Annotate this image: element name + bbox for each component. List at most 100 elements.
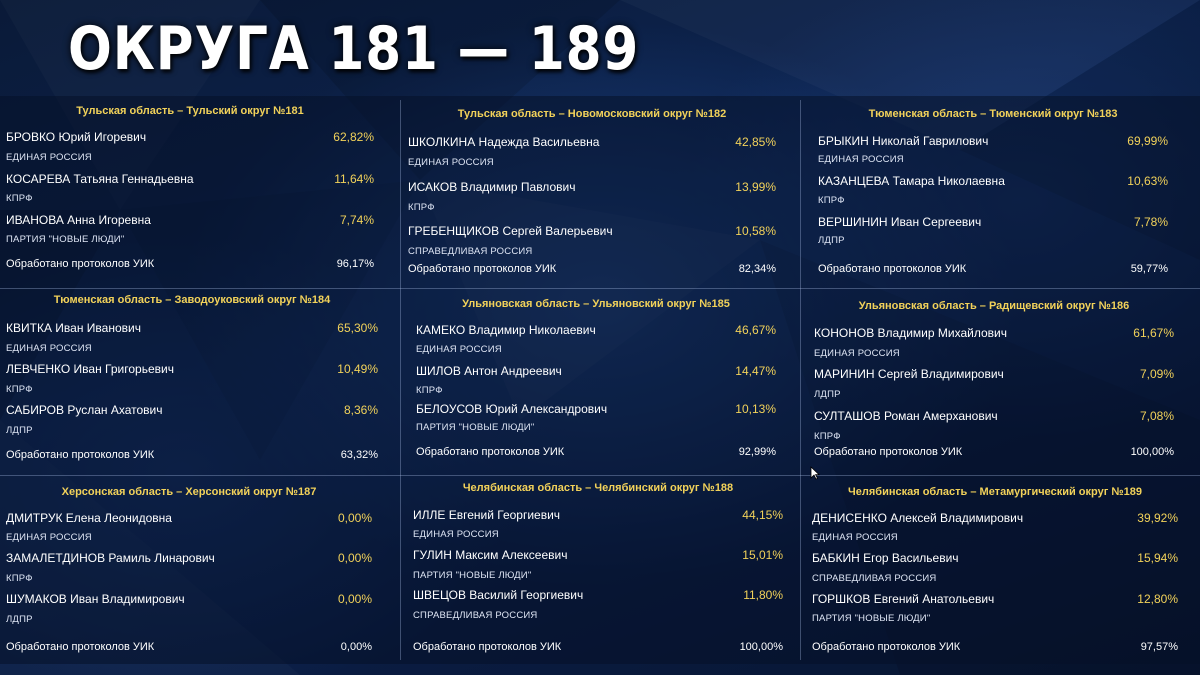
- processed-percent: 92,99%: [738, 446, 776, 458]
- processed-row: Обработано протоколов УИК 59,77%: [818, 263, 1168, 279]
- candidate-row: БРЫКИН Николай Гаврилович 69,99%: [818, 134, 1168, 150]
- candidate-percent: 46,67%: [735, 323, 776, 337]
- candidate-party: ПАРТИЯ "НОВЫЕ ЛЮДИ": [413, 570, 532, 581]
- candidate-row: ДЕНИСЕНКО Алексей Владимирович 39,92%: [812, 511, 1178, 527]
- candidate-percent: 62,82%: [333, 130, 374, 144]
- candidate-party: КПРФ: [6, 384, 33, 395]
- candidate-percent: 15,01%: [742, 548, 783, 562]
- candidate-party: СПРАВЕДЛИВАЯ РОССИЯ: [408, 246, 533, 257]
- candidate-party: ЛДПР: [818, 235, 845, 246]
- candidate-row: ШВЕЦОВ Василий Георгиевич 11,80%: [413, 588, 783, 604]
- processed-percent: 63,32%: [340, 449, 378, 461]
- processed-label: Обработано протоколов УИК: [416, 446, 565, 458]
- candidate-row: ГРЕБЕНЩИКОВ Сергей Валерьевич 10,58%: [408, 224, 776, 240]
- processed-percent: 100,00%: [1130, 446, 1174, 458]
- candidate-percent: 7,09%: [1139, 367, 1174, 381]
- processed-row: Обработано протоколов УИК 100,00%: [814, 446, 1174, 462]
- district-block: Ульяновская область – Радищевский округ …: [814, 300, 1174, 475]
- candidate-percent: 65,30%: [337, 321, 378, 335]
- candidate-name: ИЛЛЕ Евгений Георгиевич: [413, 508, 561, 522]
- processed-label: Обработано протоколов УИК: [408, 263, 557, 275]
- processed-row: Обработано протоколов УИК 97,57%: [812, 641, 1178, 657]
- processed-label: Обработано протоколов УИК: [814, 446, 963, 458]
- district-title: Тульская область – Новомосковский округ …: [457, 108, 727, 120]
- candidate-row: КВИТКА Иван Иванович 65,30%: [6, 321, 378, 337]
- candidate-name: ИСАКОВ Владимир Павлович: [408, 180, 576, 194]
- processed-label: Обработано протоколов УИК: [6, 641, 155, 653]
- results-panel: [0, 96, 1200, 664]
- candidate-row: БАБКИН Егор Васильевич 15,94%: [812, 551, 1178, 567]
- row-divider: [0, 475, 1200, 476]
- candidate-percent: 10,63%: [1127, 174, 1168, 188]
- candidate-party: КПРФ: [818, 195, 845, 206]
- processed-percent: 0,00%: [340, 641, 372, 653]
- candidate-party: ЕДИНАЯ РОССИЯ: [416, 344, 502, 355]
- candidate-name: ВЕРШИНИН Иван Сергеевич: [818, 215, 982, 229]
- processed-percent: 100,00%: [739, 641, 783, 653]
- district-title: Челябинская область – Челябинский округ …: [462, 482, 734, 494]
- candidate-party: СПРАВЕДЛИВАЯ РОССИЯ: [812, 573, 937, 584]
- candidate-name: КОНОНОВ Владимир Михайлович: [814, 326, 1007, 340]
- page-title: ОКРУГА 181 — 189: [68, 14, 640, 84]
- processed-percent: 97,57%: [1140, 641, 1178, 653]
- processed-label: Обработано протоколов УИК: [6, 449, 155, 461]
- candidate-row: КОСАРЕВА Татьяна Геннадьевна 11,64%: [6, 172, 374, 188]
- candidate-party: КПРФ: [6, 193, 33, 204]
- candidate-name: КВИТКА Иван Иванович: [6, 321, 141, 335]
- processed-label: Обработано протоколов УИК: [818, 263, 967, 275]
- candidate-party: КПРФ: [416, 385, 443, 396]
- candidate-percent: 0,00%: [337, 551, 372, 565]
- processed-row: Обработано протоколов УИК 82,34%: [408, 263, 776, 279]
- column-divider: [400, 100, 401, 660]
- processed-percent: 82,34%: [738, 263, 776, 275]
- processed-row: Обработано протоколов УИК 100,00%: [413, 641, 783, 657]
- candidate-party: ЛДПР: [6, 425, 33, 436]
- district-block: Ульяновская область – Ульяновский округ …: [416, 298, 776, 473]
- candidate-percent: 13,99%: [735, 180, 776, 194]
- candidate-party: ЛДПР: [6, 614, 33, 625]
- candidate-row: БЕЛОУСОВ Юрий Александрович 10,13%: [416, 402, 776, 418]
- candidate-party: СПРАВЕДЛИВАЯ РОССИЯ: [413, 610, 538, 621]
- candidate-percent: 61,67%: [1133, 326, 1174, 340]
- district-block: Тюменская область – Тюменский округ №183…: [818, 108, 1168, 283]
- candidate-party: ЕДИНАЯ РОССИЯ: [413, 529, 499, 540]
- processed-label: Обработано протоколов УИК: [6, 258, 155, 270]
- row-divider: [0, 288, 1200, 289]
- district-block: Тульская область – Тульский округ №181 БР…: [6, 105, 374, 280]
- candidate-row: ДМИТРУК Елена Леонидовна 0,00%: [6, 511, 372, 527]
- candidate-name: ШВЕЦОВ Василий Георгиевич: [413, 588, 584, 602]
- candidate-row: ЛЕВЧЕНКО Иван Григорьевич 10,49%: [6, 362, 378, 378]
- candidate-name: КОСАРЕВА Татьяна Геннадьевна: [6, 172, 194, 186]
- processed-label: Обработано протоколов УИК: [812, 641, 961, 653]
- candidate-percent: 10,49%: [337, 362, 378, 376]
- column-divider: [800, 100, 801, 660]
- district-block: Челябинская область – Метамургический ок…: [812, 486, 1178, 661]
- candidate-percent: 10,58%: [735, 224, 776, 238]
- candidate-name: ГРЕБЕНЩИКОВ Сергей Валерьевич: [408, 224, 613, 238]
- processed-row: Обработано протоколов УИК 63,32%: [6, 449, 378, 465]
- candidate-percent: 7,78%: [1133, 215, 1168, 229]
- candidate-row: ШУМАКОВ Иван Владимирович 0,00%: [6, 592, 372, 608]
- candidate-party: ЕДИНАЯ РОССИЯ: [6, 152, 92, 163]
- candidate-percent: 11,80%: [743, 588, 783, 602]
- processed-percent: 96,17%: [336, 258, 374, 270]
- candidate-percent: 69,99%: [1127, 134, 1168, 148]
- district-title: Ульяновская область – Радищевский округ …: [858, 300, 1130, 312]
- candidate-name: КАМЕКО Владимир Николаевич: [416, 323, 596, 337]
- district-title: Челябинская область – Метамургический ок…: [848, 486, 1142, 498]
- candidate-row: ГУЛИН Максим Алексеевич 15,01%: [413, 548, 783, 564]
- candidate-name: ИВАНОВА Анна Игоревна: [6, 213, 151, 227]
- candidate-row: ШКОЛКИНА Надежда Васильевна 42,85%: [408, 135, 776, 151]
- candidate-name: БАБКИН Егор Васильевич: [812, 551, 959, 565]
- candidate-party: ЕДИНАЯ РОССИЯ: [6, 532, 92, 543]
- district-title: Тюменская область – Заводоуковский округ…: [53, 294, 331, 306]
- district-block: Челябинская область – Челябинский округ …: [413, 482, 783, 657]
- candidate-percent: 7,08%: [1139, 409, 1174, 423]
- candidate-row: ЗАМАЛЕТДИНОВ Рамиль Линарович 0,00%: [6, 551, 372, 567]
- candidate-name: ЛЕВЧЕНКО Иван Григорьевич: [6, 362, 174, 376]
- candidate-row: ИВАНОВА Анна Игоревна 7,74%: [6, 213, 374, 229]
- candidate-percent: 11,64%: [334, 172, 374, 186]
- district-title: Херсонская область – Херсонский округ №1…: [61, 486, 317, 498]
- candidate-name: СУЛТАШОВ Роман Амерханович: [814, 409, 998, 423]
- candidate-name: КАЗАНЦЕВА Тамара Николаевна: [818, 174, 1005, 188]
